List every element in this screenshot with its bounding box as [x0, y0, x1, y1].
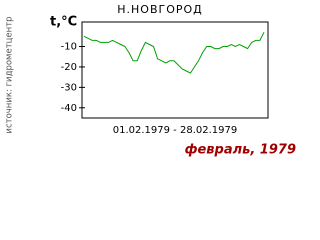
caption: февраль, 1979: [185, 143, 296, 158]
y-tick-label: -30: [61, 82, 77, 93]
source-label: источник: гидрометцентр: [5, 16, 15, 133]
y-tick-label: -20: [61, 62, 77, 73]
x-axis-label: 01.02.1979 - 28.02.1979: [113, 125, 237, 136]
plot-frame: [81, 21, 269, 119]
y-axis-label: t,°C: [50, 15, 77, 30]
temperature-line: [83, 31, 265, 74]
y-tick-label: -10: [61, 42, 77, 53]
chart-title: Н.НОВГОРОД: [117, 3, 203, 16]
y-tick-label: -40: [61, 103, 77, 114]
chart: Н.НОВГОРОД t,°C источник: гидрометцентр …: [5, 3, 297, 158]
